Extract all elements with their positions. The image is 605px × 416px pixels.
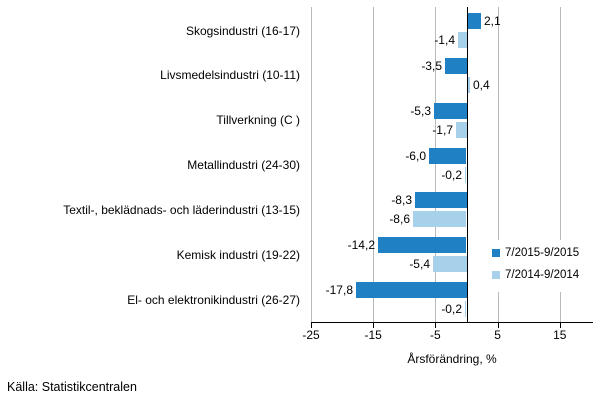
bar-current-6: [356, 282, 467, 298]
category-label: Skogsindustri (16-17): [185, 24, 300, 38]
x-tickmark-15: [560, 323, 561, 328]
gridline--5: [435, 7, 436, 322]
bar-previous-6: [465, 301, 466, 317]
category-label: El- och elektronikindustri (26-27): [127, 293, 300, 307]
x-tickmark-5: [498, 323, 499, 328]
zero-baseline: [467, 7, 468, 323]
category-label: Livsmedelsindustri (10-11): [160, 68, 300, 82]
bar-value-label: -0,2: [441, 302, 462, 316]
bar-value-label: -8,3: [391, 193, 412, 207]
bar-previous-5: [433, 256, 467, 272]
gridline--25: [311, 7, 312, 322]
bar-value-label: -5,4: [409, 257, 430, 271]
bar-value-label: -0,2: [441, 168, 462, 182]
bar-value-label: 0,4: [473, 78, 490, 92]
bar-previous-0: [458, 32, 467, 48]
bar-current-3: [429, 148, 466, 164]
bar-value-label: 2,1: [484, 14, 501, 28]
bar-previous-1: [468, 77, 470, 93]
bar-current-5: [378, 237, 466, 253]
category-label: Textil-, beklädnads- och läderindustri (…: [63, 203, 300, 217]
bar-value-label: -3,5: [421, 59, 442, 73]
legend: 7/2015-9/2015 7/2014-9/2014: [487, 240, 586, 292]
bar-previous-3: [465, 167, 466, 183]
category-axis: Skogsindustri (16-17) Livsmedelsindustri …: [0, 7, 302, 337]
source-note: Källa: Statistikcentralen: [7, 380, 137, 394]
legend-item-2015: 7/2015-9/2015: [492, 246, 579, 260]
bar-value-label: -14,2: [347, 238, 375, 252]
category-label: Tillverkning (C ): [216, 113, 300, 127]
category-label: Metallindustri (24-30): [187, 158, 300, 172]
x-tickmark--15: [373, 323, 374, 328]
bar-value-label: -8,6: [389, 212, 410, 226]
bar-current-0: [468, 13, 481, 29]
bar-current-1: [445, 58, 467, 74]
bar-current-2: [434, 103, 467, 119]
bar-value-label: -1,4: [434, 33, 455, 47]
gridline-5: [498, 7, 499, 322]
bar-value-label: -6,0: [405, 149, 426, 163]
bar-current-4: [415, 192, 467, 208]
bar-value-label: -17,8: [325, 283, 353, 297]
bar-previous-2: [456, 122, 467, 138]
gridline-15: [560, 7, 561, 322]
x-tick-label: 5: [494, 328, 501, 342]
x-axis-line: [311, 322, 593, 323]
x-tick-label: 15: [553, 328, 567, 342]
bar-value-label: -5,3: [410, 104, 431, 118]
x-tickmark--25: [311, 323, 312, 328]
legend-label-2014: 7/2014-9/2014: [505, 269, 580, 281]
legend-swatch-2014: [492, 271, 500, 279]
bar-previous-4: [413, 211, 466, 227]
x-tick-label: -5: [430, 328, 441, 342]
x-tick-label: -15: [364, 328, 382, 342]
bar-value-label: -1,7: [432, 123, 453, 137]
gridline--15: [373, 7, 374, 322]
x-axis-title: Årsförändring, %: [407, 352, 497, 366]
legend-item-2014: 7/2014-9/2014: [492, 268, 579, 282]
category-label: Kemisk industri (19-22): [176, 248, 300, 262]
x-tickmark--5: [435, 323, 436, 328]
legend-label-2015: 7/2015-9/2015: [505, 247, 580, 259]
plot-area: 2,1 -1,4 -3,5 0,4 -5,3 -1,7 -6,0 -0,2 -8,3 -8,6 -1…: [311, 7, 593, 347]
legend-swatch-2015: [492, 249, 500, 257]
x-tick-label: -25: [302, 328, 320, 342]
